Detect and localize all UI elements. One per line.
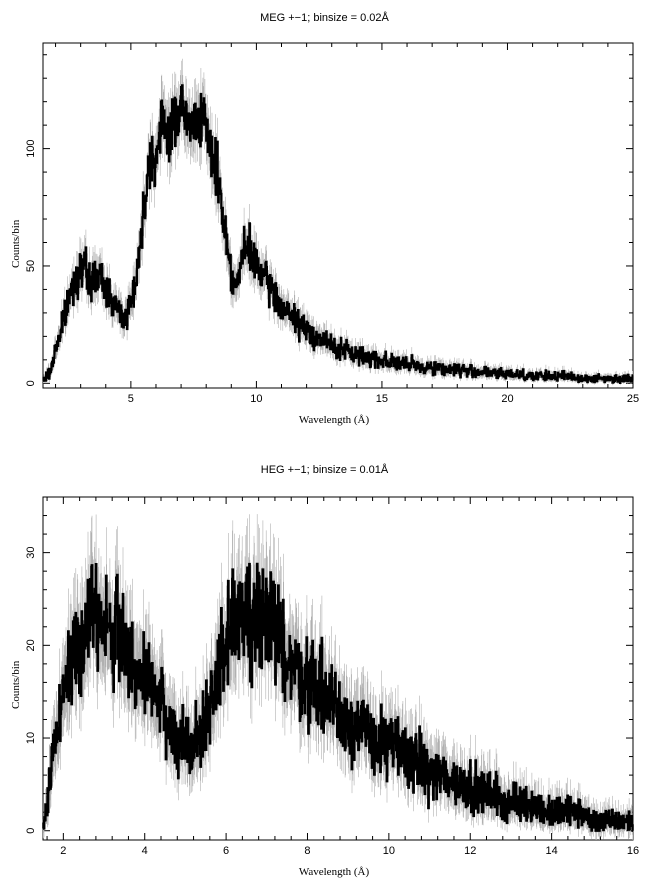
chart-1-x-tick-label: 15 <box>376 393 388 405</box>
chart-2-x-tick-label: 12 <box>464 845 476 857</box>
chart-2-x-tick-label: 8 <box>304 845 310 857</box>
chart-2-y-tick-label: 30 <box>25 546 37 558</box>
chart-2-y-tick-label: 0 <box>25 828 37 834</box>
chart-2-xlabel: Wavelength (Å) <box>298 866 370 878</box>
chart-2-x-tick-label: 6 <box>223 845 229 857</box>
chart-2-x-tick-label: 14 <box>545 845 557 857</box>
chart-1-y-tick-label: 0 <box>25 380 37 386</box>
chart-1-frame <box>42 42 634 389</box>
chart-1-x-tick-label: 25 <box>627 393 639 405</box>
chart-2-x-tick-label: 2 <box>60 845 66 857</box>
chart-2-y-tick-label: 20 <box>25 639 37 651</box>
chart-1-title: MEG +−1; binsize = 0.02Å <box>260 12 389 24</box>
chart-2-frame <box>42 496 634 841</box>
chart-1-x-tick-label: 10 <box>250 393 262 405</box>
chart-1-series-line <box>42 84 634 384</box>
chart-1-error-bars <box>43 58 633 386</box>
chart-2-x-tick-label: 10 <box>383 845 395 857</box>
chart-2-y-tick-label: 10 <box>25 732 37 744</box>
chart-2-x-tick-label: 16 <box>627 845 639 857</box>
chart-1-y-tick-label: 50 <box>25 260 37 272</box>
chart-2-title: HEG +−1; binsize = 0.01Å <box>260 464 389 476</box>
chart-1-x-tick-label: 5 <box>128 393 134 405</box>
chart-1-xlabel: Wavelength (Å) <box>298 414 370 426</box>
chart-1-y-tick-label: 100 <box>25 139 37 157</box>
chart-1-x-tick-label: 20 <box>501 393 513 405</box>
chart-2-x-tick-label: 4 <box>142 845 148 857</box>
chart-2-series-line <box>42 562 634 832</box>
